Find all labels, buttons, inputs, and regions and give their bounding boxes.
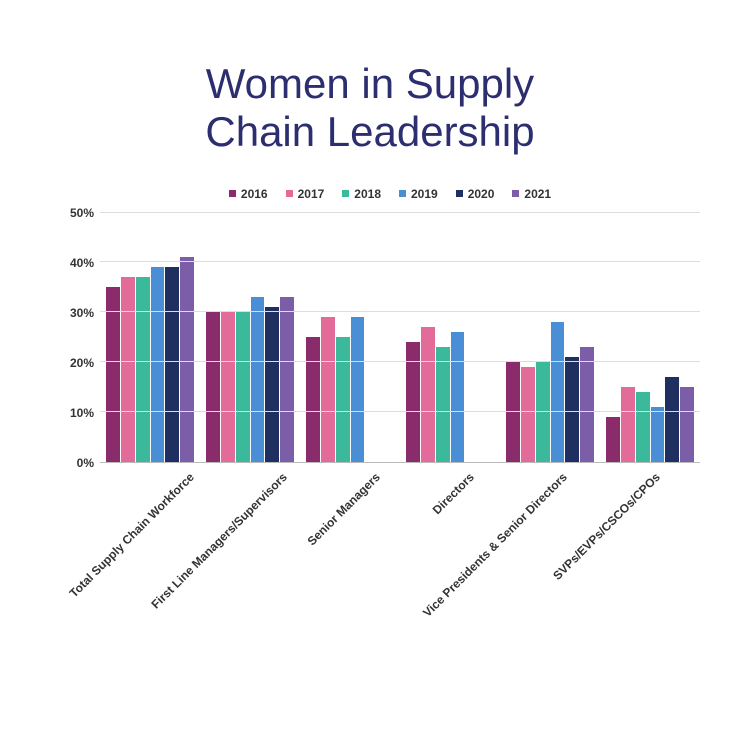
- bar: [506, 362, 520, 462]
- legend-item-2016: 2016: [229, 187, 268, 201]
- bar: [565, 357, 579, 462]
- bar: [121, 277, 135, 461]
- y-tick: 20%: [70, 356, 94, 370]
- gridline: [100, 361, 700, 362]
- bar-group: [500, 213, 600, 462]
- bar: [251, 297, 265, 461]
- bar: [536, 362, 550, 462]
- x-label: Directors: [429, 470, 476, 517]
- legend-swatch: [399, 190, 406, 197]
- bar-group: [100, 213, 200, 462]
- gridline: [100, 311, 700, 312]
- legend-swatch: [229, 190, 236, 197]
- legend-label: 2016: [241, 187, 268, 201]
- bar: [606, 417, 620, 462]
- bar-group: [200, 213, 300, 462]
- bar: [206, 312, 220, 461]
- x-label: SVPs/EVPs/CSCOs/CPOs: [550, 470, 663, 583]
- y-tick: 10%: [70, 406, 94, 420]
- legend-label: 2018: [354, 187, 381, 201]
- x-label: Vice Presidents & Senior Directors: [420, 470, 570, 620]
- x-label: Senior Managers: [305, 470, 383, 548]
- bar-group: [600, 213, 700, 462]
- y-tick: 0%: [77, 456, 94, 470]
- bar: [306, 337, 320, 462]
- bar: [436, 347, 450, 462]
- bar: [221, 312, 235, 461]
- legend-swatch: [456, 190, 463, 197]
- legend-item-2017: 2017: [286, 187, 325, 201]
- bar: [321, 317, 335, 461]
- bar: [651, 407, 665, 462]
- bar: [406, 342, 420, 462]
- bar: [636, 392, 650, 462]
- bar: [151, 267, 165, 461]
- gridline: [100, 261, 700, 262]
- legend-item-2019: 2019: [399, 187, 438, 201]
- bar: [180, 257, 194, 461]
- bar: [336, 337, 350, 462]
- bar: [280, 297, 294, 461]
- legend-label: 2019: [411, 187, 438, 201]
- bar: [236, 312, 250, 461]
- legend-label: 2020: [468, 187, 495, 201]
- bar: [580, 347, 594, 462]
- bar: [621, 387, 635, 462]
- bar: [421, 327, 435, 461]
- legend-item-2021: 2021: [512, 187, 551, 201]
- title-line1: Women in Supply: [206, 60, 534, 107]
- bar: [106, 287, 120, 461]
- bar: [451, 332, 465, 461]
- legend-label: 2017: [298, 187, 325, 201]
- bar-group: [300, 213, 400, 462]
- y-tick: 50%: [70, 206, 94, 220]
- legend-item-2018: 2018: [342, 187, 381, 201]
- title-line2: Chain Leadership: [205, 108, 534, 155]
- legend: 2016 2017 2018 2019 2020 2021: [229, 187, 551, 201]
- gridline: [100, 411, 700, 412]
- y-tick: 30%: [70, 306, 94, 320]
- chart-title: Women in Supply Chain Leadership: [205, 60, 534, 157]
- bar: [680, 387, 694, 462]
- bar: [551, 322, 565, 461]
- bar: [165, 267, 179, 461]
- legend-swatch: [286, 190, 293, 197]
- bar: [351, 317, 365, 461]
- bar: [665, 377, 679, 462]
- y-axis: 0%10%20%30%40%50%: [60, 213, 100, 463]
- legend-swatch: [342, 190, 349, 197]
- bar: [521, 367, 535, 462]
- bar-groups: [100, 213, 700, 462]
- bar-group: [400, 213, 500, 462]
- legend-label: 2021: [524, 187, 551, 201]
- bar: [136, 277, 150, 461]
- gridline: [100, 212, 700, 213]
- plot-area: Total Supply Chain WorkforceFirst Line M…: [100, 213, 700, 463]
- chart: 0%10%20%30%40%50% Total Supply Chain Wor…: [60, 213, 700, 463]
- legend-item-2020: 2020: [456, 187, 495, 201]
- y-tick: 40%: [70, 256, 94, 270]
- legend-swatch: [512, 190, 519, 197]
- bar: [265, 307, 279, 461]
